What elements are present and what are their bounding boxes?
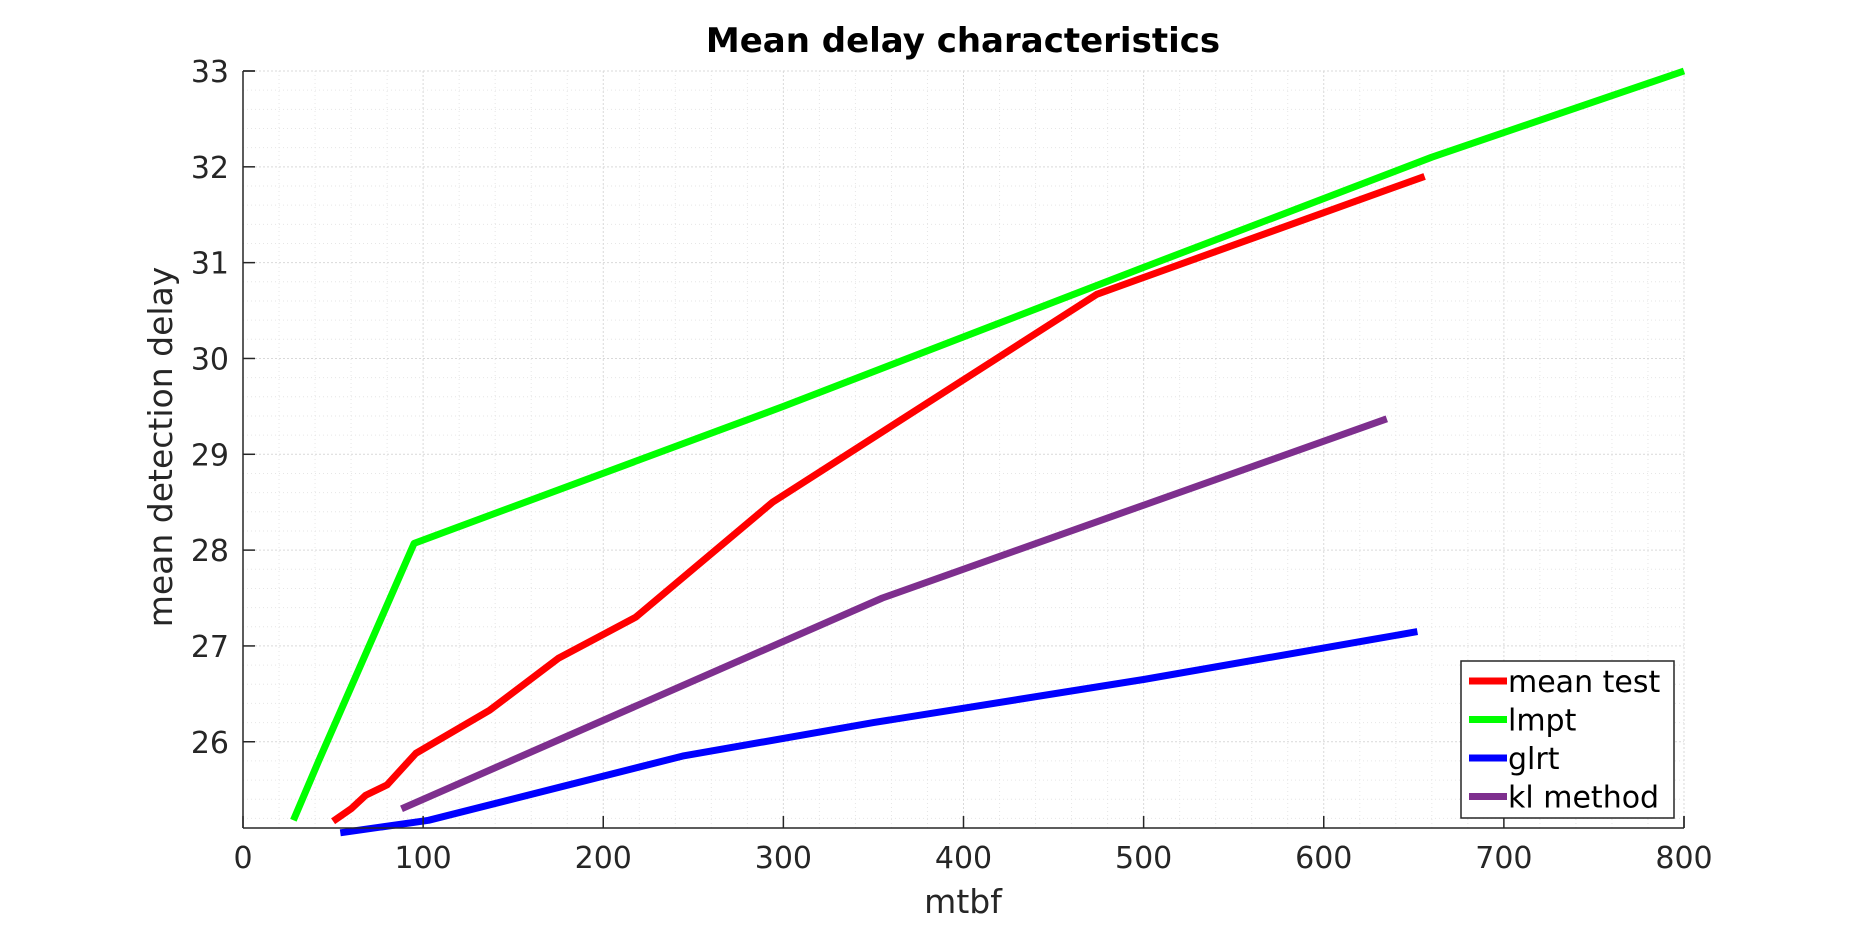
series-line-lmpt [290, 67, 1686, 822]
x-tick-labels: 0 100 200 300 400 500 600 700 800 [233, 841, 1712, 876]
legend-label: mean test [1508, 665, 1660, 700]
y-tick-label: 32 [191, 151, 229, 186]
x-tick-label: 700 [1475, 841, 1532, 876]
x-tick-label: 200 [575, 841, 632, 876]
y-tick-label: 31 [191, 247, 229, 282]
series-line-kl-method [400, 415, 1388, 813]
x-tick-label: 300 [755, 841, 812, 876]
series-line-glrt [339, 628, 1419, 837]
legend-box [1460, 660, 1675, 819]
legend-label: lmpt [1508, 704, 1577, 739]
legend-label: kl method [1508, 781, 1659, 816]
axes [242, 70, 1685, 829]
chart-title: Mean delay characteristics [706, 21, 1220, 61]
y-axis-label: mean detection delay [141, 267, 180, 628]
x-tick-label: 600 [1295, 841, 1352, 876]
x-tick-label: 100 [394, 841, 451, 876]
y-tick-label: 27 [191, 630, 229, 665]
legend-label: glrt [1508, 742, 1560, 777]
y-tick-labels: 26 27 28 29 30 31 32 33 [191, 55, 229, 761]
x-tick-label: 400 [935, 841, 992, 876]
y-tick-label: 30 [191, 342, 229, 377]
x-tick-label: 500 [1115, 841, 1172, 876]
major-grid [242, 70, 1685, 828]
x-tick-label: 800 [1655, 841, 1712, 876]
y-tick-label: 26 [191, 726, 229, 761]
y-tick-label: 29 [191, 438, 229, 473]
x-axis-label: mtbf [924, 882, 1003, 921]
plot-lines [290, 67, 1686, 837]
series-line-mean-test [331, 173, 1426, 825]
y-tick-label: 28 [191, 534, 229, 569]
x-tick-label: 0 [233, 841, 252, 876]
y-tick-label: 33 [191, 55, 229, 90]
